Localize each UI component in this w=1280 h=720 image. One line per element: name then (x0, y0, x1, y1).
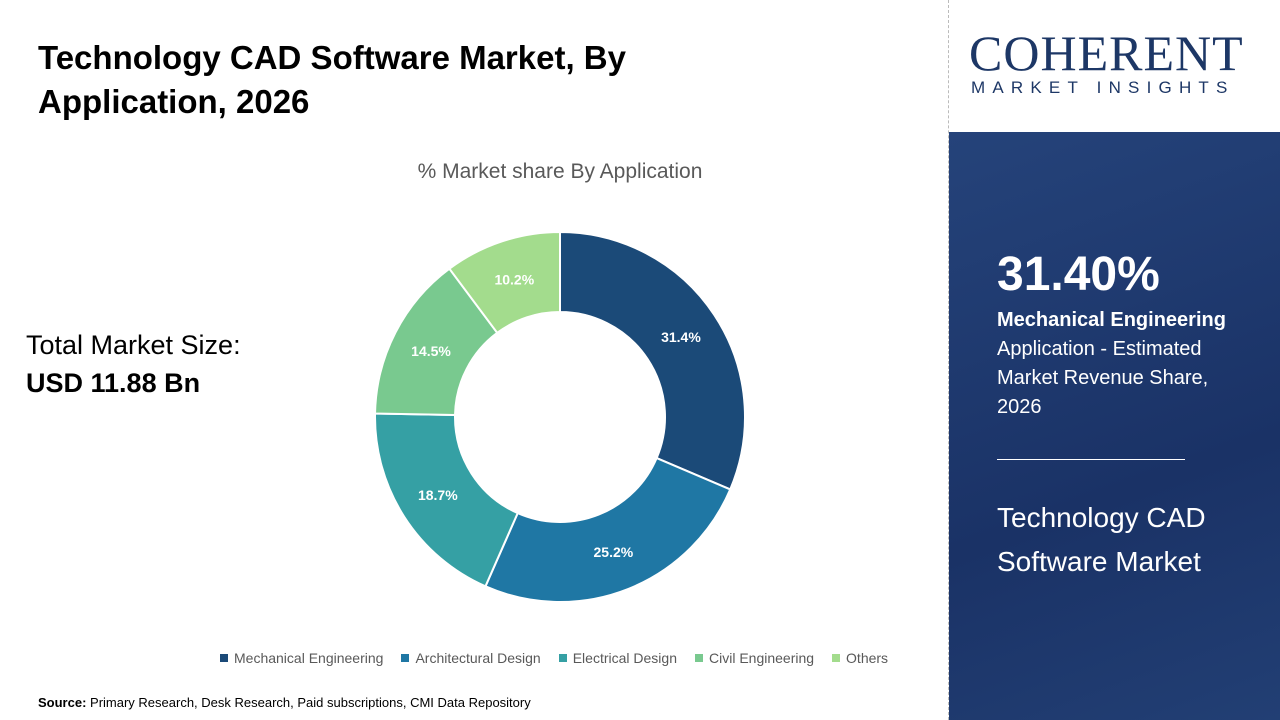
donut-slice-2 (374, 412, 520, 588)
legend-swatch (832, 654, 841, 662)
legend-label: Electrical Design (572, 650, 677, 666)
data-label: 18.7% (418, 487, 458, 503)
data-label: 31.4% (661, 329, 701, 345)
highlight-text: Application - Estimated Market Revenue S… (997, 338, 1209, 418)
legend-label: Mechanical Engineering (234, 650, 384, 666)
donut-slice-4 (447, 230, 561, 335)
source-text: Primary Research, Desk Research, Paid su… (86, 695, 531, 710)
source-label: Source: (38, 695, 87, 710)
legend-item: Electrical Design (558, 650, 677, 666)
total-value: USD 11.88 Bn (26, 368, 201, 398)
legend-item: Civil Engineering (694, 650, 815, 666)
market-name: Technology CAD Software Market (997, 502, 1206, 577)
donut-chart: 31.4% 25.2% 18.7% 14.5% 10.2% (374, 230, 746, 603)
page-title: Technology CAD Software Market, By Appli… (38, 39, 626, 120)
donut-slice-1 (484, 456, 732, 603)
logo: COHERENT MARKET INSIGHTS (949, 0, 1280, 132)
divider (948, 0, 949, 720)
highlight-description: Mechanical Engineering Application - Est… (997, 306, 1257, 422)
legend-item: Others (832, 650, 888, 666)
logo-text: COHERENT (969, 25, 1244, 81)
legend-label: Architectural Design (415, 650, 541, 666)
legend-swatch (220, 654, 228, 662)
highlight-panel: 31.40% Mechanical Engineering Applicatio… (949, 132, 1280, 720)
donut-slice-0 (559, 230, 746, 491)
total-market-size: Total Market Size: USD 11.88 Bn (26, 326, 241, 402)
panel-divider (997, 459, 1185, 460)
legend-label: Others (846, 650, 889, 666)
legend-swatch (558, 654, 567, 662)
highlight-percent: 31.40% (997, 248, 1160, 301)
data-label: 14.5% (411, 343, 451, 359)
chart-area: Technology CAD Software Market, By Appli… (26, 39, 889, 710)
data-label: 10.2% (494, 271, 534, 287)
logo-subtext: MARKET INSIGHTS (971, 78, 1235, 97)
legend-label: Civil Engineering (708, 650, 815, 666)
highlight-segment: Mechanical Engineering (997, 309, 1226, 331)
legend-swatch (401, 654, 410, 662)
chart-title: % Market share By Application (417, 160, 703, 183)
legend-item: Architectural Design (401, 650, 541, 666)
legend-item: Mechanical Engineering (220, 650, 383, 666)
data-label: 25.2% (594, 544, 634, 560)
legend: Mechanical Engineering Architectural Desi… (220, 650, 888, 666)
source: Source: Primary Research, Desk Research,… (38, 695, 531, 710)
total-label: Total Market Size: (26, 330, 241, 360)
legend-swatch (694, 654, 703, 662)
